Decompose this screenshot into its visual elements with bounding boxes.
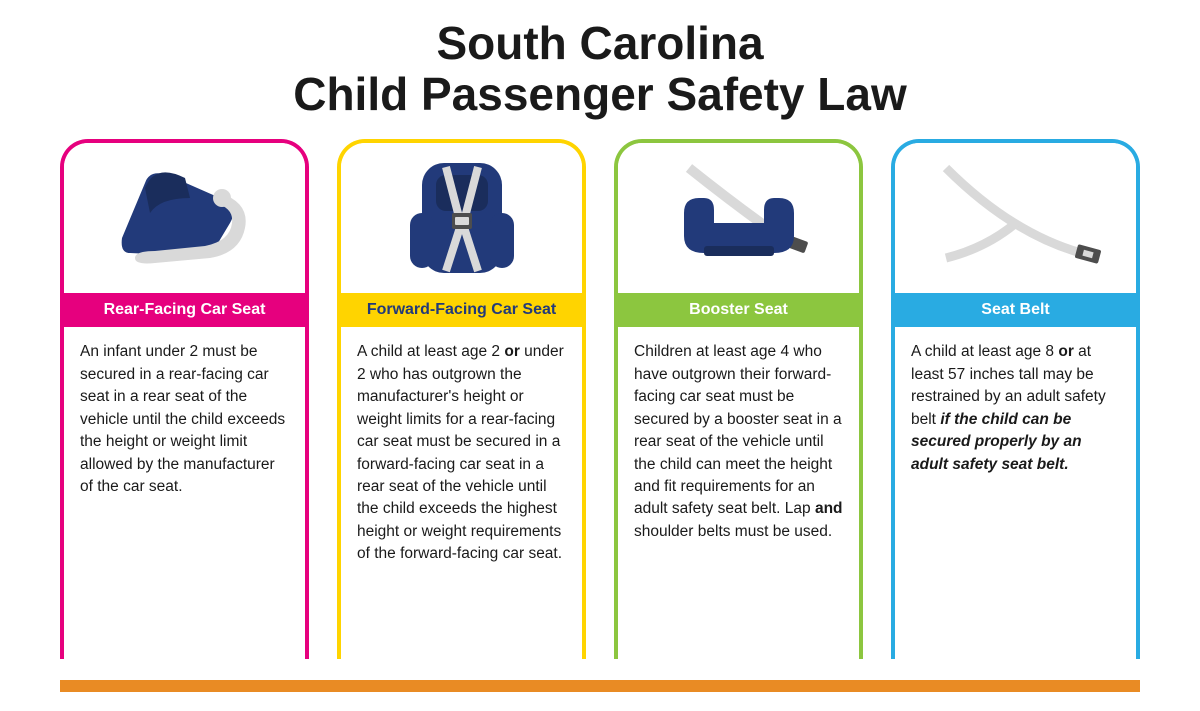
- card-label: Seat Belt: [895, 293, 1136, 327]
- forward-facing-seat-icon: [341, 143, 582, 293]
- baseline-bar: [60, 680, 1140, 692]
- card-body-text: An infant under 2 must be secured in a r…: [64, 327, 305, 498]
- card-label: Forward-Facing Car Seat: [341, 293, 582, 327]
- cards-row: Rear-Facing Car Seat An infant under 2 m…: [0, 139, 1200, 659]
- card-body-text: A child at least age 8 or at least 57 in…: [895, 327, 1136, 476]
- booster-seat-icon: [618, 143, 859, 293]
- card-label: Booster Seat: [618, 293, 859, 327]
- title-line-2: Child Passenger Safety Law: [0, 69, 1200, 120]
- card-body-text: A child at least age 2 or under 2 who ha…: [341, 327, 582, 566]
- card-seat-belt: Seat Belt A child at least age 8 or at l…: [891, 139, 1140, 659]
- card-rear-facing: Rear-Facing Car Seat An infant under 2 m…: [60, 139, 309, 659]
- title-line-1: South Carolina: [0, 18, 1200, 69]
- card-label: Rear-Facing Car Seat: [64, 293, 305, 327]
- rear-facing-seat-icon: [64, 143, 305, 293]
- card-booster: Booster Seat Children at least age 4 who…: [614, 139, 863, 659]
- card-forward-facing: Forward-Facing Car Seat A child at least…: [337, 139, 586, 659]
- seat-belt-icon: [895, 143, 1136, 293]
- card-body-text: Children at least age 4 who have outgrow…: [618, 327, 859, 543]
- page-title: South Carolina Child Passenger Safety La…: [0, 0, 1200, 139]
